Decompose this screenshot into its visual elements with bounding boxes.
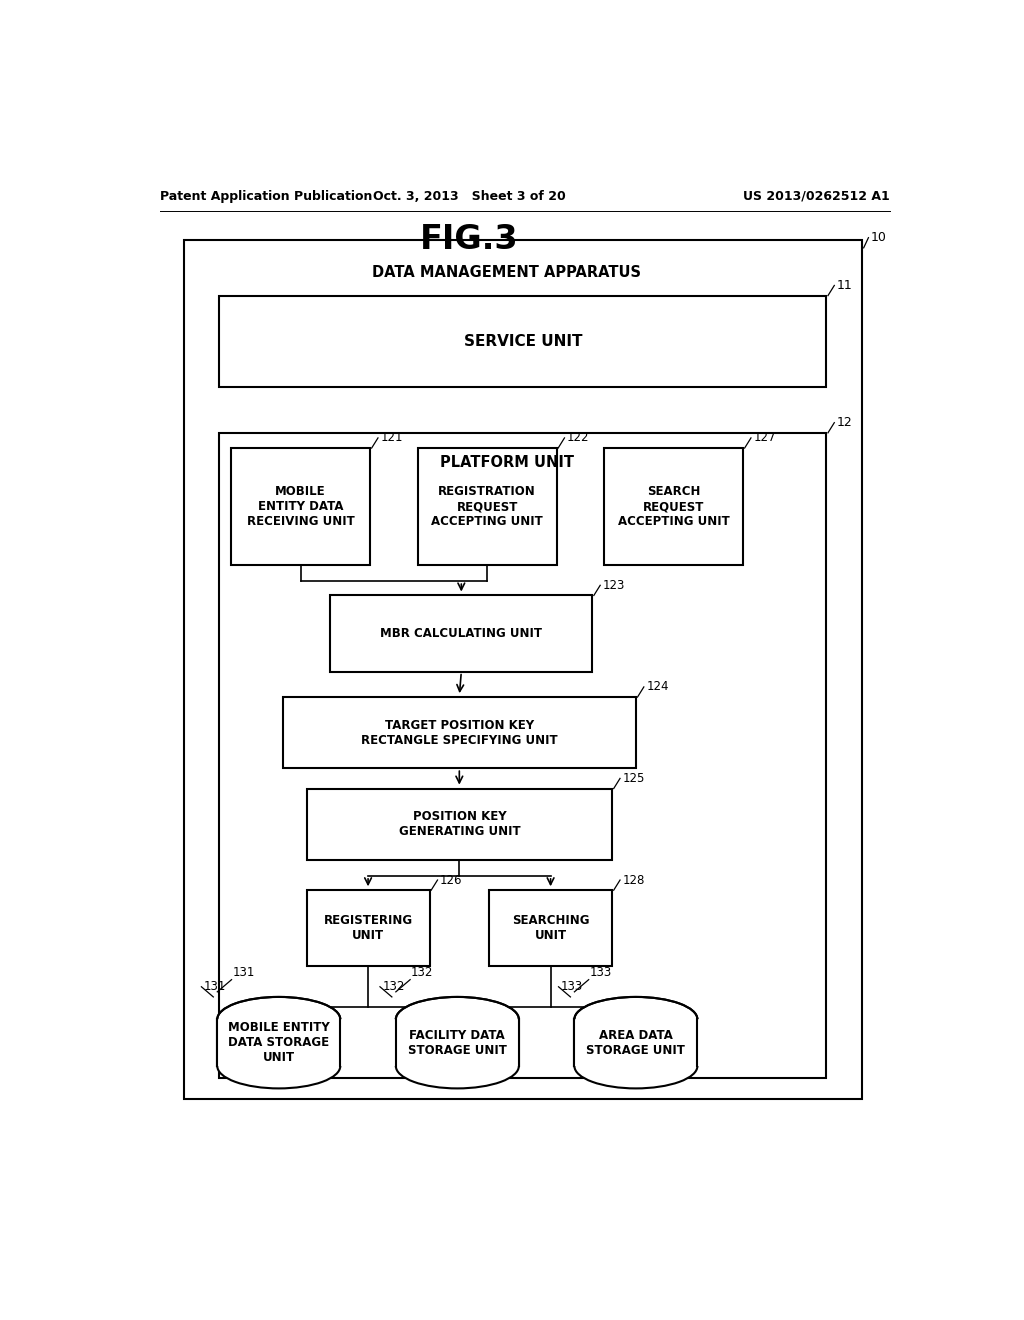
Text: REGISTERING
UNIT: REGISTERING UNIT	[324, 915, 413, 942]
Text: 133: 133	[590, 966, 611, 978]
Bar	[283, 697, 636, 768]
Bar	[418, 447, 557, 565]
Text: 132: 132	[411, 966, 433, 978]
Ellipse shape	[217, 997, 340, 1041]
Text: US 2013/0262512 A1: US 2013/0262512 A1	[743, 190, 890, 202]
Text: DATA MANAGEMENT APPARATUS: DATA MANAGEMENT APPARATUS	[373, 265, 641, 280]
Text: 124: 124	[646, 680, 669, 693]
Text: 10: 10	[870, 231, 887, 244]
Bar	[306, 788, 612, 859]
Text: 128: 128	[623, 874, 645, 887]
Bar	[604, 447, 743, 565]
Text: 123: 123	[602, 578, 625, 591]
Bar	[231, 447, 370, 565]
Ellipse shape	[396, 1044, 519, 1089]
Text: TARGET POSITION KEY
RECTANGLE SPECIFYING UNIT: TARGET POSITION KEY RECTANGLE SPECIFYING…	[361, 718, 558, 747]
Text: MOBILE ENTITY
DATA STORAGE
UNIT: MOBILE ENTITY DATA STORAGE UNIT	[228, 1022, 330, 1064]
Bar	[394, 1019, 520, 1067]
Text: SEARCHING
UNIT: SEARCHING UNIT	[512, 915, 590, 942]
Text: POSITION KEY
GENERATING UNIT: POSITION KEY GENERATING UNIT	[398, 810, 520, 838]
Text: 131: 131	[232, 966, 255, 978]
Text: AREA DATA
STORAGE UNIT: AREA DATA STORAGE UNIT	[587, 1028, 685, 1057]
Text: 122: 122	[567, 432, 590, 445]
Ellipse shape	[396, 997, 519, 1041]
Ellipse shape	[217, 1044, 340, 1089]
Text: 131: 131	[204, 981, 226, 993]
Text: Oct. 3, 2013   Sheet 3 of 20: Oct. 3, 2013 Sheet 3 of 20	[373, 190, 565, 202]
Text: 125: 125	[623, 772, 645, 785]
Ellipse shape	[574, 1044, 697, 1089]
Text: 132: 132	[382, 981, 404, 993]
Bar	[572, 1019, 699, 1067]
Text: MOBILE
ENTITY DATA
RECEIVING UNIT: MOBILE ENTITY DATA RECEIVING UNIT	[247, 484, 354, 528]
Text: MBR CALCULATING UNIT: MBR CALCULATING UNIT	[380, 627, 543, 640]
Text: 121: 121	[380, 432, 402, 445]
Text: PLATFORM UNIT: PLATFORM UNIT	[440, 455, 573, 470]
Bar	[331, 595, 592, 672]
Bar	[216, 1019, 342, 1067]
Text: 11: 11	[837, 279, 852, 292]
Text: SEARCH
REQUEST
ACCEPTING UNIT: SEARCH REQUEST ACCEPTING UNIT	[617, 484, 729, 528]
Text: 133: 133	[561, 981, 583, 993]
Text: REGISTRATION
REQUEST
ACCEPTING UNIT: REGISTRATION REQUEST ACCEPTING UNIT	[431, 484, 543, 528]
Text: 126: 126	[440, 874, 463, 887]
Text: FACILITY DATA
STORAGE UNIT: FACILITY DATA STORAGE UNIT	[408, 1028, 507, 1057]
Bar	[219, 433, 826, 1078]
Text: Patent Application Publication: Patent Application Publication	[160, 190, 372, 202]
Bar	[489, 890, 612, 966]
Bar	[183, 240, 862, 1098]
Text: SERVICE UNIT: SERVICE UNIT	[464, 334, 582, 348]
Text: 127: 127	[754, 432, 776, 445]
Text: FIG.3: FIG.3	[420, 223, 518, 256]
Bar	[306, 890, 430, 966]
Ellipse shape	[574, 997, 697, 1041]
Text: 12: 12	[837, 416, 852, 429]
Bar	[219, 296, 826, 387]
